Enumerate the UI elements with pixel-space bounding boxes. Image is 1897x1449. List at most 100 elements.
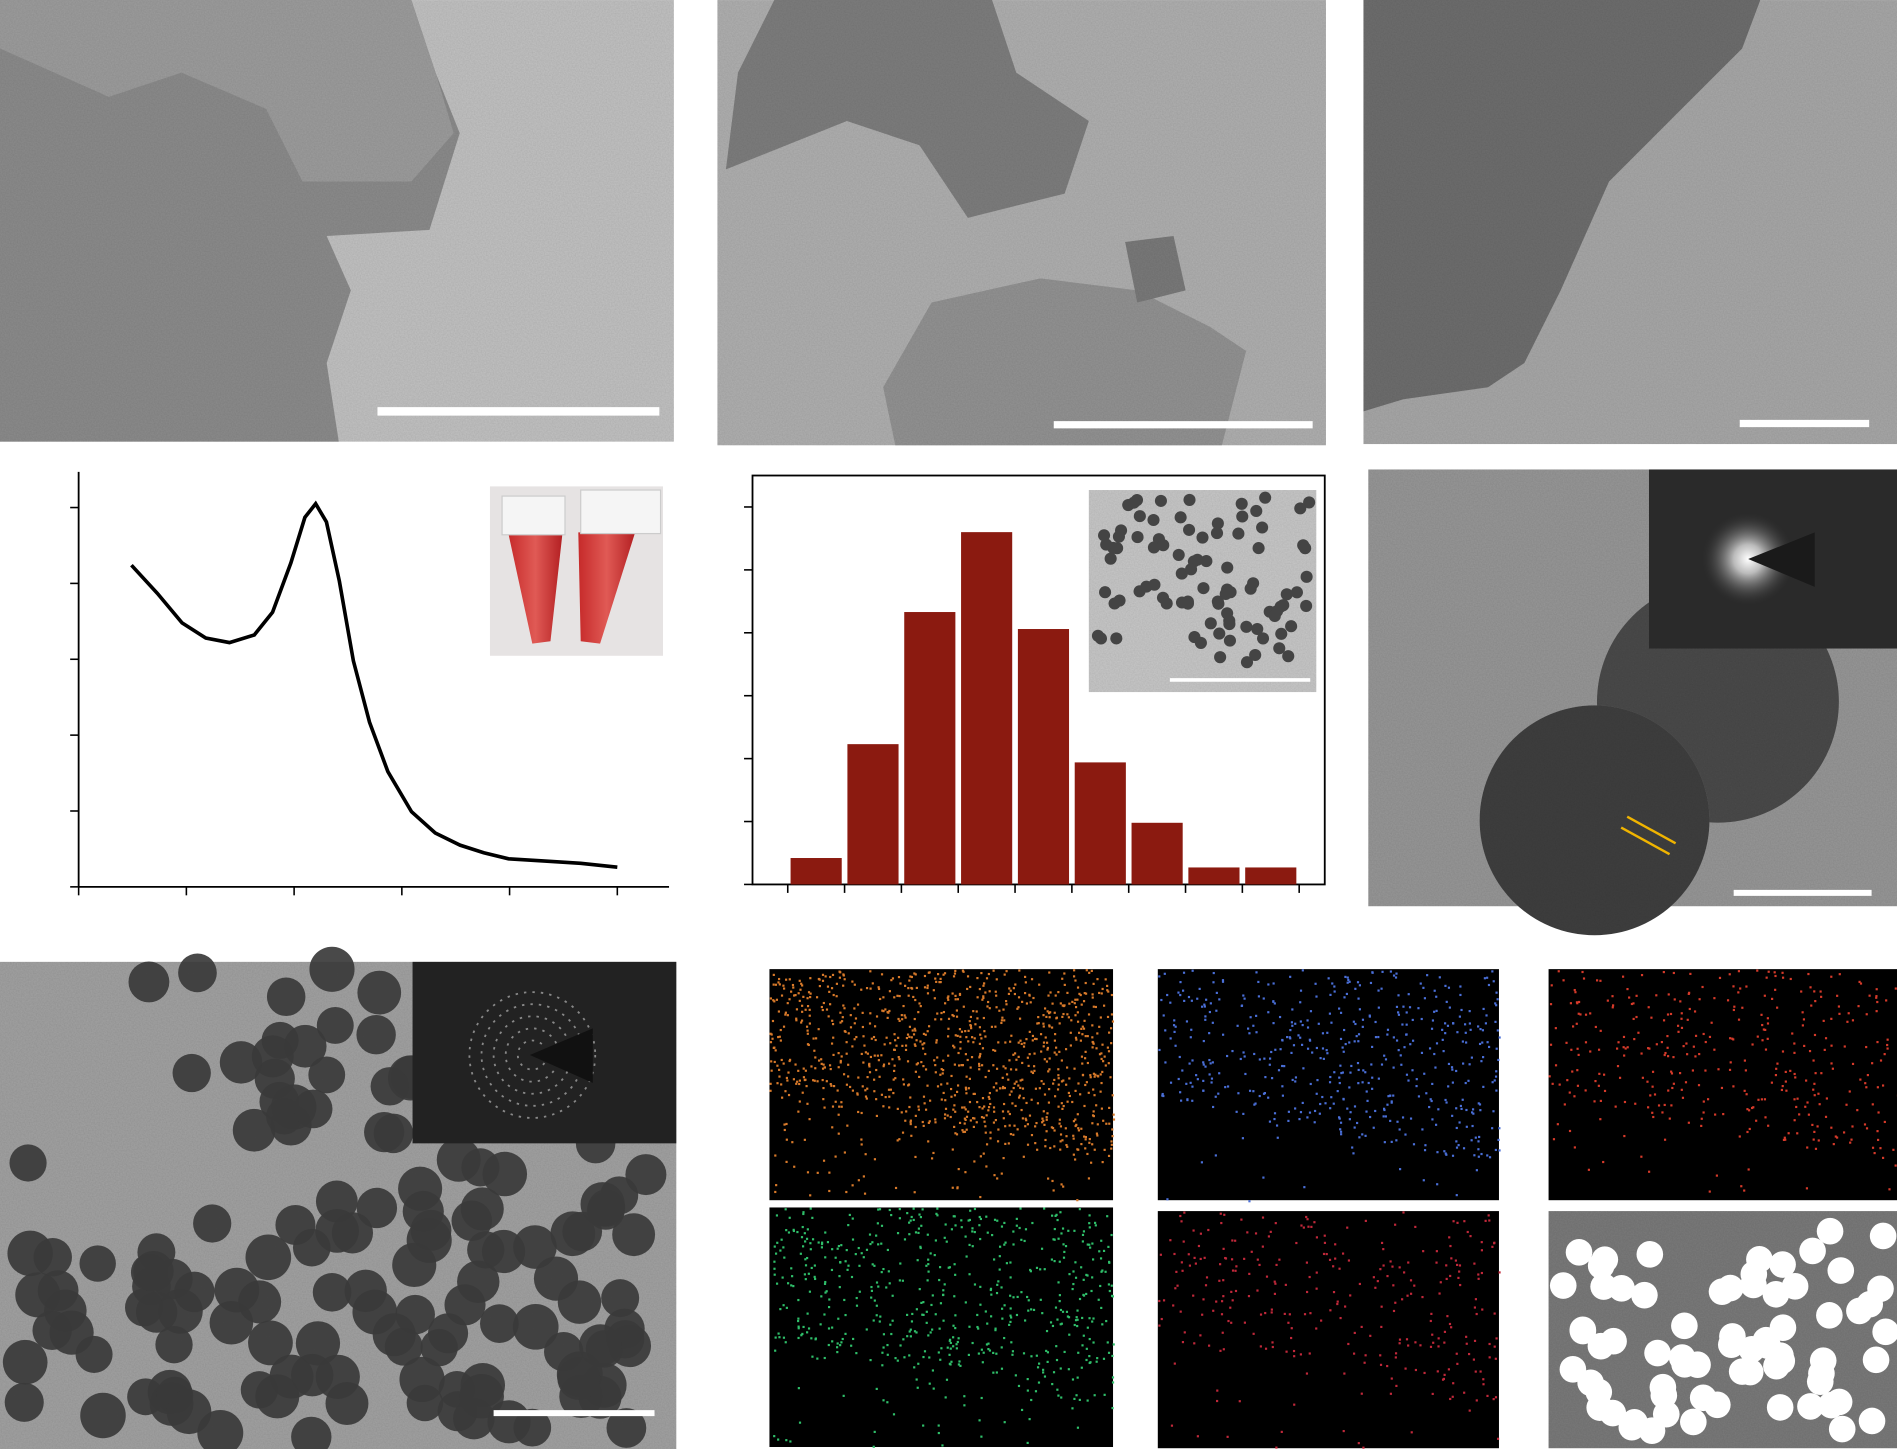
eds-dot <box>1051 1002 1054 1005</box>
eds-dot <box>1760 1013 1763 1016</box>
eds-dot <box>994 1329 997 1332</box>
eds-dot <box>896 1139 899 1142</box>
eds-dot <box>1484 1022 1488 1025</box>
eds-dot <box>1269 1057 1272 1060</box>
eds-dot <box>1357 1082 1360 1085</box>
eds-dot <box>889 1042 892 1045</box>
eds-dot <box>934 1121 937 1124</box>
eds-dot <box>1606 999 1609 1002</box>
eds-dot <box>952 1215 955 1218</box>
eds-dot <box>1746 1130 1749 1134</box>
eds-dot <box>1454 1259 1457 1262</box>
eds-dot <box>969 985 972 989</box>
eds-dot <box>961 1129 964 1132</box>
eds-dot <box>1338 1117 1341 1120</box>
eds-dot <box>880 1224 884 1227</box>
eds-dot <box>953 1063 956 1066</box>
eds-dot <box>1374 1286 1377 1289</box>
eds-dot <box>875 1314 878 1317</box>
eds-dot <box>1185 1082 1188 1085</box>
eds-dot <box>908 979 911 982</box>
nanoparticle <box>255 1374 300 1419</box>
eds-dot <box>944 1002 947 1005</box>
eds-dot <box>953 972 957 975</box>
eds-dot <box>1173 1019 1176 1022</box>
eds-dot <box>978 1054 982 1058</box>
nanoparticle <box>1223 618 1236 631</box>
bar <box>1131 822 1183 885</box>
eds-dot <box>831 1340 834 1343</box>
bright-particle <box>1867 1275 1894 1303</box>
eds-dot <box>938 1327 941 1330</box>
eds-dot <box>1437 1337 1440 1340</box>
eds-dot <box>831 973 835 977</box>
eds-dot <box>1809 986 1812 989</box>
eds-dot <box>865 1248 869 1251</box>
eds-dot <box>1728 1068 1732 1071</box>
eds-dot <box>1411 1018 1414 1022</box>
eds-dot <box>1003 1421 1006 1424</box>
eds-dot <box>806 1005 810 1008</box>
eds-dot <box>1471 1111 1474 1114</box>
eds-dot <box>1286 1036 1289 1039</box>
eds-dot <box>1309 1010 1313 1013</box>
eds-dot <box>1864 1082 1867 1085</box>
eds-dot <box>868 1022 872 1025</box>
eds-dot <box>1294 1022 1297 1025</box>
eds-dot <box>1493 1241 1496 1244</box>
eds-dot <box>901 1044 904 1047</box>
eds-dot <box>1020 1238 1023 1241</box>
eds-dot <box>922 1124 925 1127</box>
eds-dot <box>1108 1031 1111 1034</box>
eds-dot <box>1584 1041 1588 1044</box>
eds-dot <box>1218 998 1221 1001</box>
eds-dot <box>1106 984 1109 988</box>
eds-dot <box>1336 1090 1339 1093</box>
eds-dot <box>1194 1262 1197 1265</box>
eds-dot <box>776 1064 779 1067</box>
eds-dot <box>860 1143 863 1146</box>
eds-dot <box>1031 1039 1034 1042</box>
nanoparticle <box>1200 555 1213 568</box>
eds-dot <box>956 1084 960 1087</box>
eds-dot <box>902 1338 905 1341</box>
eds-dot <box>952 1345 955 1348</box>
eds-dot <box>1623 1100 1627 1104</box>
eds-dot <box>873 1078 876 1081</box>
eds-dot <box>1397 994 1400 997</box>
eds-dot <box>1203 1256 1206 1259</box>
tem-image-b <box>717 0 1326 446</box>
eds-dot <box>1181 1269 1184 1272</box>
eds-dot <box>1014 1104 1017 1108</box>
eds-dot <box>1083 1135 1086 1138</box>
eds-dot <box>1597 1048 1601 1051</box>
eds-dot <box>1494 1075 1498 1078</box>
eds-map <box>769 1207 1114 1448</box>
eds-dot <box>1407 1079 1410 1082</box>
eds-dot <box>864 1089 867 1092</box>
eds-dot <box>936 973 940 976</box>
eds-dot <box>933 997 936 1000</box>
eds-dot <box>1234 1269 1237 1272</box>
eds-dot <box>1401 1023 1404 1026</box>
eds-dot <box>802 1325 805 1329</box>
eds-dot <box>1445 1153 1448 1156</box>
eds-dot <box>942 1091 945 1095</box>
bright-particle <box>1828 1415 1856 1443</box>
eds-dot <box>837 1113 840 1116</box>
eds-dot <box>880 1242 883 1245</box>
eds-dot <box>1745 985 1748 988</box>
eds-dot <box>1358 984 1362 987</box>
eds-dot <box>917 1227 920 1230</box>
eds-dot <box>1078 992 1081 995</box>
eds-dot <box>913 1330 917 1333</box>
eds-dot <box>1161 1094 1164 1097</box>
eds-dot <box>1076 1011 1079 1014</box>
eds-dot <box>1111 1020 1115 1023</box>
nanoparticle <box>1249 648 1262 662</box>
eds-dot <box>1386 1033 1389 1036</box>
eds-dot <box>906 1335 909 1338</box>
eds-dot <box>1306 1116 1309 1119</box>
eds-dot <box>1045 1116 1048 1119</box>
eds-dot <box>1180 1261 1183 1264</box>
